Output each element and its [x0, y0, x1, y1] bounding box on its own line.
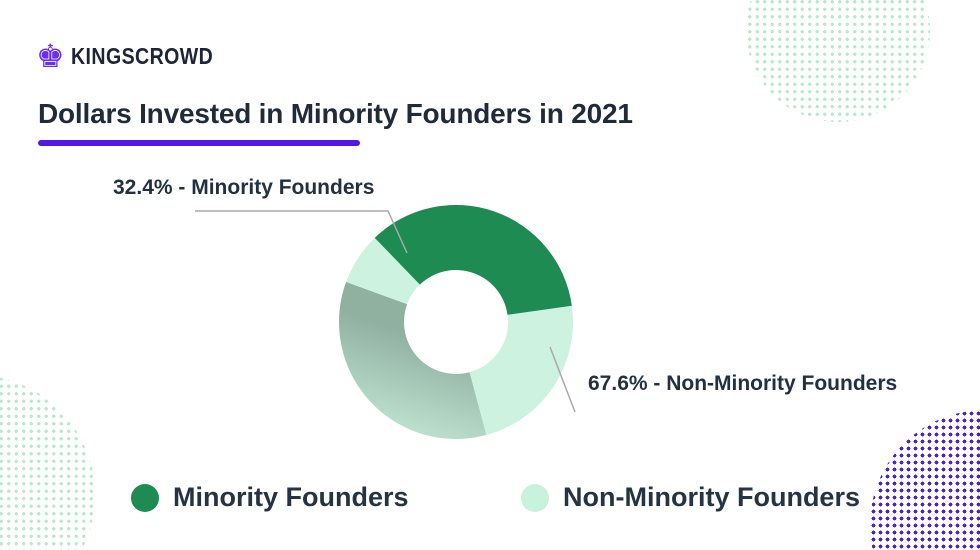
callout-label-non-minority: 67.6% - Non-Minority Founders — [588, 372, 898, 395]
donut-slice-non-minority — [338, 237, 573, 439]
donut-slice-minority — [374, 204, 572, 315]
legend-item-minority: Minority Founders — [131, 482, 409, 513]
page-title: Dollars Invested in Minority Founders in… — [38, 98, 633, 129]
legend-swatch-non-minority — [521, 483, 549, 512]
legend-swatch-minority — [131, 483, 159, 512]
leader-line-minority — [195, 210, 408, 254]
brand-name: KINGSCROWD — [70, 42, 213, 69]
donut-slice-shadow — [339, 281, 487, 439]
dotted-circle-decoration-top-right — [746, 0, 930, 122]
kingscrowd-logo: ♚ KINGSCROWD — [36, 40, 238, 72]
dotted-circle-decoration-bottom-right — [870, 410, 980, 550]
title-underline — [38, 140, 360, 146]
callout-label-minority: 32.4% - Minority Founders — [113, 176, 375, 199]
legend-item-non-minority: Non-Minority Founders — [521, 482, 860, 513]
legend-label-minority: Minority Founders — [173, 482, 409, 512]
dotted-circle-decoration-bottom-left — [0, 375, 95, 550]
chess-king-icon: ♚ — [36, 38, 65, 74]
leader-line-non-minority — [549, 346, 576, 413]
legend-label-non-minority: Non-Minority Founders — [563, 482, 860, 512]
